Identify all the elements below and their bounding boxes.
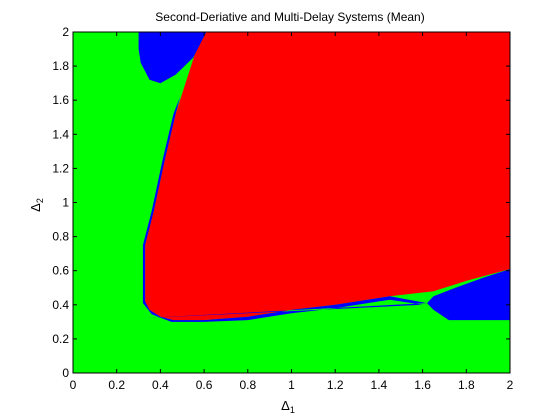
y-tick-label: 1.6 <box>52 93 69 107</box>
x-tick-label: 0.8 <box>239 378 256 392</box>
y-tick-label: 1 <box>62 196 69 210</box>
x-tick-label: 1.8 <box>458 378 475 392</box>
y-tick-label: 0.6 <box>52 264 69 278</box>
x-tick-label: 1.2 <box>327 378 344 392</box>
x-tick-label: 0.2 <box>108 378 125 392</box>
region-blue-3 <box>138 96 427 322</box>
x-tick-label: 1 <box>288 378 295 392</box>
x-tick-label: 0 <box>70 378 77 392</box>
x-tick-label: 1.6 <box>414 378 431 392</box>
plot-area <box>73 32 510 373</box>
y-axis-label-subscript: 2 <box>35 198 45 203</box>
y-tick-label: 0.4 <box>52 298 69 312</box>
region-blue-1 <box>138 32 207 84</box>
x-axis-label: Δ1 <box>281 398 295 415</box>
y-tick-label: 1.8 <box>52 59 69 73</box>
x-tick-label: 0.6 <box>196 378 213 392</box>
x-tick-label: 2 <box>507 378 514 392</box>
x-axis-label-subscript: 1 <box>290 405 295 415</box>
axes: 0 0.2 0.4 0.6 0.8 1 1.2 1.4 1.6 1.8 2 0 0.2 0.4 0.6 0.8… <box>52 25 513 392</box>
y-tick-label: 1.4 <box>52 127 69 141</box>
region-blue-2 <box>427 269 510 321</box>
y-tick-label: 1.2 <box>52 161 69 175</box>
x-tick-label: 0.4 <box>152 378 169 392</box>
y-tick-label: 0 <box>62 366 69 380</box>
chart-title: Second-Deriative and Multi-Delay Systems… <box>155 10 424 24</box>
y-tick-label: 2 <box>62 25 69 39</box>
y-tick-label: 0.8 <box>52 230 69 244</box>
region-red-0 <box>145 32 510 321</box>
x-tick-label: 1.4 <box>371 378 388 392</box>
y-tick-label: 0.2 <box>52 332 69 346</box>
y-axis-label: Δ2 <box>28 198 45 212</box>
